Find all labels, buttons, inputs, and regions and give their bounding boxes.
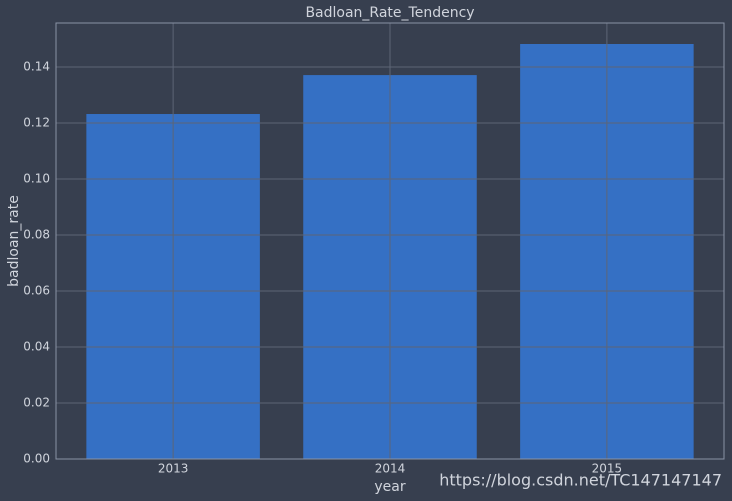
y-tick-label: 0.06 bbox=[23, 283, 50, 297]
y-tick-label: 0.00 bbox=[23, 452, 50, 466]
plot-frame bbox=[55, 22, 725, 460]
x-tick-label: 2015 bbox=[592, 462, 623, 476]
y-tick-label: 0.04 bbox=[23, 339, 50, 353]
x-tick-label: 2013 bbox=[158, 462, 189, 476]
y-tick-label: 0.10 bbox=[23, 171, 50, 185]
watermark: https://blog.csdn.net/TC147147147 bbox=[439, 471, 722, 490]
chart-title: Badloan_Rate_Tendency bbox=[305, 5, 474, 21]
y-tick-label: 0.14 bbox=[23, 59, 50, 73]
x-axis-label: year bbox=[374, 479, 405, 495]
y-tick-label: 0.02 bbox=[23, 395, 50, 409]
y-tick-label: 0.08 bbox=[23, 227, 50, 241]
y-axis-label: badloan_rate bbox=[6, 195, 22, 287]
y-tick-label: 0.12 bbox=[23, 115, 50, 129]
x-tick-label: 2014 bbox=[375, 462, 406, 476]
